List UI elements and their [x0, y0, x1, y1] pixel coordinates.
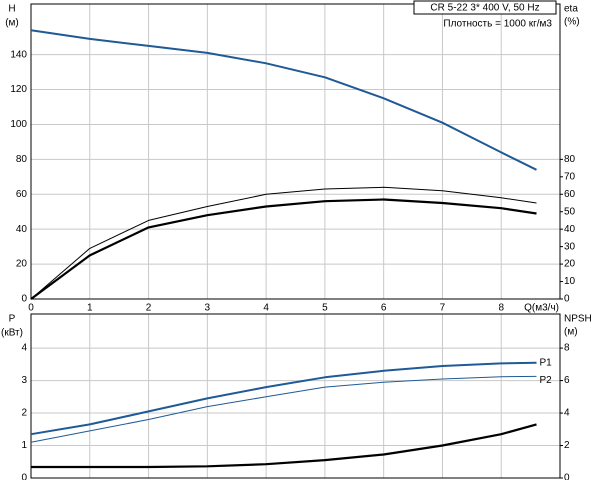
y-tick-label: 0	[21, 473, 27, 480]
y2-tick-label: 40	[564, 224, 576, 235]
curve	[30, 29, 537, 171]
y-tick-label: 100	[10, 119, 27, 130]
y-tick-label: 60	[16, 189, 28, 200]
x-tick-label: 8	[498, 303, 504, 314]
y-axis-label: P	[9, 314, 16, 325]
x-tick-label: 5	[322, 303, 328, 314]
y-tick-label: 1	[21, 440, 27, 451]
y2-tick-label: 4	[564, 408, 570, 419]
y-tick-label: 2	[21, 408, 27, 419]
y2-axis-label: NPSH	[564, 314, 592, 325]
curve	[30, 198, 537, 300]
y-axis-label: (м)	[5, 18, 19, 29]
y-tick-label: 3	[21, 375, 27, 386]
y-tick-label: 40	[16, 224, 28, 235]
chart-subtitle: Плотность = 1000 кг/м3	[443, 19, 552, 30]
y-tick-label: 120	[10, 84, 27, 95]
x-axis-label: Q(м3/ч)	[524, 303, 559, 314]
y2-tick-label: 80	[564, 154, 576, 165]
y-axis-label: H	[8, 4, 15, 15]
y-tick-label: 80	[16, 154, 28, 165]
chart-title: CR 5-22 3* 400 V, 50 Hz	[430, 3, 539, 14]
title-box	[413, 0, 557, 15]
y-tick-label: 4	[21, 343, 27, 354]
y2-axis-label: eta	[564, 4, 578, 15]
y2-tick-label: 0	[564, 473, 570, 480]
curve	[30, 375, 537, 443]
plot-frame	[30, 313, 561, 479]
plot-frame	[30, 3, 561, 300]
x-tick-label: 6	[381, 303, 387, 314]
y2-axis-label: (%)	[564, 17, 580, 28]
series-label: P1	[539, 357, 552, 368]
y2-tick-label: 20	[564, 259, 576, 270]
x-tick-label: 3	[205, 303, 211, 314]
x-tick-label: 0	[28, 303, 34, 314]
curve	[31, 423, 537, 469]
curve	[30, 186, 537, 300]
y2-axis-label: (м)	[564, 327, 578, 338]
y-tick-label: 140	[10, 49, 27, 60]
y-tick-label: 0	[21, 294, 27, 305]
x-tick-label: 7	[440, 303, 446, 314]
x-tick-label: 1	[87, 303, 93, 314]
y2-tick-label: 6	[564, 375, 570, 386]
y-axis-label: (кВт)	[1, 328, 23, 339]
curve	[30, 361, 537, 436]
y2-tick-label: 10	[564, 276, 576, 287]
y2-tick-label: 30	[564, 241, 576, 252]
y2-tick-label: 0	[564, 294, 570, 305]
x-tick-label: 4	[263, 303, 269, 314]
y2-tick-label: 50	[564, 206, 576, 217]
y2-tick-label: 8	[564, 343, 570, 354]
x-tick-label: 2	[146, 303, 152, 314]
y-tick-label: 20	[16, 259, 28, 270]
series-label: P2	[539, 375, 552, 386]
y2-tick-label: 60	[564, 189, 576, 200]
y2-tick-label: 70	[564, 171, 576, 182]
y2-tick-label: 2	[564, 440, 570, 451]
